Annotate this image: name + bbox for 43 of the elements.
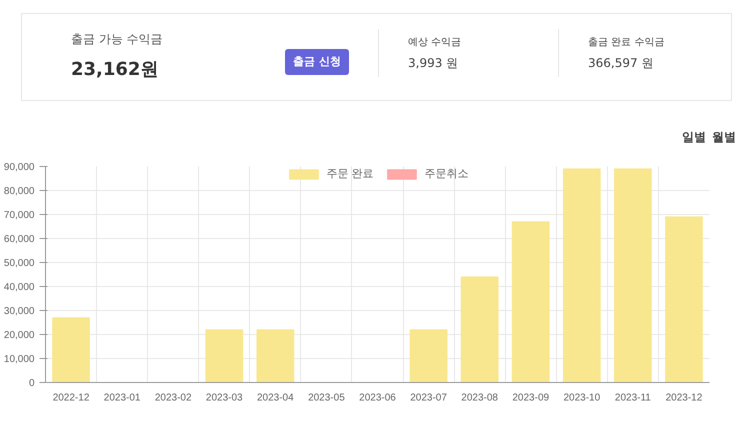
bar [205, 329, 244, 382]
bar [665, 216, 703, 382]
text: 일별 [682, 129, 706, 146]
y-tick-label: 10,000 [4, 354, 35, 365]
bar [256, 329, 294, 382]
x-tick-label: 2023-06 [359, 392, 396, 404]
x-tick-label: 2023-11 [614, 392, 652, 404]
text: 23,162원 [71, 58, 158, 82]
bar [562, 168, 601, 382]
bar [512, 221, 550, 382]
x-tick-label: 2023-05 [308, 392, 346, 404]
y-tick-label: 40,000 [4, 282, 35, 293]
x-tick-label: 2023-08 [461, 392, 498, 404]
text: 월별 [712, 129, 736, 146]
y-tick-label: 70,000 [4, 210, 35, 221]
x-tick-label: 2023-04 [256, 392, 294, 404]
x-tick-label: 2023-01 [104, 392, 141, 404]
x-tick-label: 2022-12 [52, 392, 90, 404]
y-tick-label: 50,000 [4, 258, 35, 269]
legend-label: 주문 완료 [326, 167, 374, 181]
y-tick-label: 80,000 [4, 186, 35, 197]
y-tick-label: 30,000 [4, 306, 35, 317]
text: 예상 수익금 [408, 36, 462, 50]
legend-label: 주문취소 [424, 167, 469, 181]
bar [460, 276, 499, 382]
x-tick-label: 2023-09 [512, 392, 550, 404]
x-tick-label: 2023-12 [666, 392, 703, 404]
text: 366,597 원 [588, 55, 654, 72]
x-tick-label: 2023-02 [154, 392, 192, 404]
bar [410, 329, 448, 382]
text: 출금 신청 [285, 49, 349, 75]
text: 3,993 원 [408, 55, 458, 72]
y-tick-label: 90,000 [4, 162, 35, 173]
x-tick-label: 2023-03 [206, 392, 244, 404]
y-tick-label: 60,000 [4, 234, 35, 245]
x-tick-label: 2023-10 [563, 392, 601, 404]
bar [614, 168, 652, 382]
x-tick-label: 2023-07 [410, 392, 448, 404]
y-tick-label: 0 [28, 378, 35, 389]
text: 출금 가능 수익금 [71, 31, 163, 48]
text: 출금 완료 수익금 [588, 36, 664, 50]
y-tick-label: 20,000 [4, 330, 35, 341]
bar [52, 317, 90, 382]
